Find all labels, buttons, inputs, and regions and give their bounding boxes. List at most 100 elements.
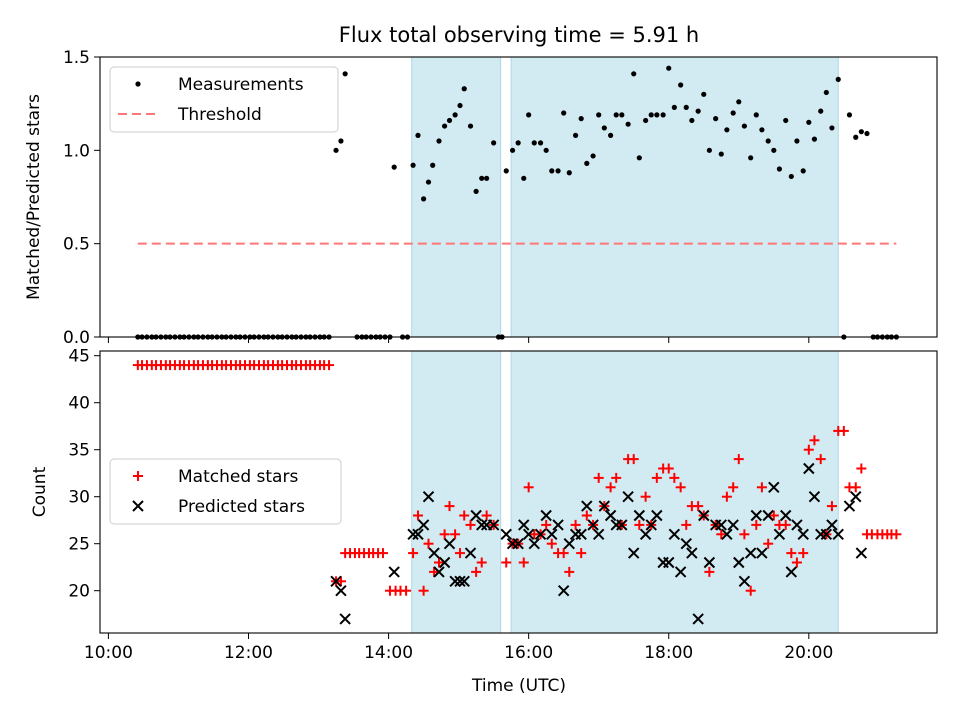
predicted-star-point bbox=[780, 509, 792, 522]
legend-predicted-label: Predicted stars bbox=[178, 497, 305, 517]
bottom-x-ticks: 10:00 12:00 14:00 16:00 18:00 20:00 bbox=[84, 633, 833, 663]
measurement-point bbox=[555, 168, 561, 174]
predicted-star-point bbox=[686, 547, 698, 559]
predicted-star-point bbox=[433, 566, 445, 578]
measurement-point bbox=[695, 108, 701, 114]
measurement-point bbox=[776, 166, 783, 172]
measurement-point bbox=[864, 130, 870, 137]
predicted-star-point bbox=[803, 462, 815, 475]
matched-star-point bbox=[704, 566, 715, 577]
predicted-star-point bbox=[487, 519, 500, 531]
matched-star-point bbox=[455, 548, 466, 559]
measurement-point bbox=[613, 112, 619, 118]
matched-star-point bbox=[459, 510, 470, 521]
predicted-star-point bbox=[791, 519, 803, 531]
measurement-point bbox=[829, 125, 835, 131]
predicted-star-point bbox=[339, 613, 351, 625]
top-legend: Measurements Threshold bbox=[109, 66, 339, 133]
measurement-point bbox=[689, 117, 695, 124]
y-tick-label: 25 bbox=[68, 535, 90, 555]
matched-star-point bbox=[681, 519, 692, 530]
predicted-star-point bbox=[826, 519, 838, 531]
x-tick-label: 20:00 bbox=[784, 643, 833, 663]
predicted-star-point bbox=[428, 547, 440, 559]
matched-star-point bbox=[739, 529, 750, 540]
measurement-point bbox=[590, 153, 596, 159]
measurement-point bbox=[543, 147, 549, 153]
top-panel: 0.0 0.5 1.0 1.5 Matched/Predicted stars Mea… bbox=[24, 48, 938, 348]
predicted-star-point bbox=[598, 500, 611, 512]
legend-matched-marker bbox=[133, 471, 143, 481]
matched-star-point bbox=[476, 557, 487, 568]
measurement-point bbox=[671, 104, 677, 110]
predicted-star-point bbox=[604, 509, 617, 522]
measurement-point bbox=[706, 147, 712, 153]
matched-star-point bbox=[716, 529, 727, 540]
measurement-point bbox=[342, 71, 348, 77]
measurement-point bbox=[823, 89, 829, 96]
matched-star-point bbox=[439, 529, 450, 540]
y-tick-label: 0.5 bbox=[63, 235, 90, 255]
measurement-point bbox=[452, 112, 458, 118]
matched-star-point bbox=[481, 510, 492, 521]
y-tick-label: 1.5 bbox=[63, 48, 90, 68]
y-tick-label: 20 bbox=[68, 582, 90, 602]
measurement-point bbox=[601, 125, 607, 131]
predicted-star-point bbox=[552, 519, 564, 531]
measurement-point bbox=[572, 132, 579, 138]
measurement-point bbox=[619, 112, 625, 118]
predicted-star-point bbox=[528, 537, 540, 550]
matched-star-point bbox=[768, 510, 779, 521]
matched-star-point bbox=[593, 472, 604, 483]
top-shaded-regions bbox=[411, 56, 839, 338]
predicted-star-point bbox=[422, 490, 435, 503]
predicted-star-point bbox=[454, 575, 466, 588]
matched-star-point bbox=[465, 519, 476, 530]
matched-star-point bbox=[605, 482, 616, 493]
predicted-star-point bbox=[768, 481, 780, 494]
measurement-point bbox=[853, 134, 859, 140]
matched-star-point bbox=[798, 548, 809, 559]
predicted-star-point bbox=[518, 519, 530, 531]
top-y-ticks: 0.0 0.5 1.0 1.5 bbox=[63, 48, 100, 348]
top-x-ticks bbox=[107, 337, 810, 343]
measurement-point bbox=[806, 119, 812, 125]
matched-star-point bbox=[611, 472, 622, 483]
predicted-star-point bbox=[470, 509, 482, 522]
predicted-star-point bbox=[680, 537, 692, 550]
predicted-star-point bbox=[738, 575, 751, 588]
bottom-y-ticks: 20 25 30 35 40 45 bbox=[68, 347, 100, 602]
matched-star-point bbox=[377, 548, 388, 559]
predicted-star-point bbox=[715, 519, 727, 531]
predicted-star-point bbox=[458, 575, 470, 588]
predicted-star-point bbox=[645, 519, 657, 531]
measurement-point bbox=[643, 117, 649, 124]
x-tick-label: 14:00 bbox=[364, 643, 413, 663]
matched-star-point bbox=[570, 519, 581, 530]
legend-measurements-label: Measurements bbox=[178, 75, 304, 95]
measurement-point bbox=[783, 117, 789, 124]
predicted-star-point bbox=[744, 547, 757, 559]
measurement-point bbox=[718, 151, 724, 157]
top-legend-box bbox=[109, 66, 339, 133]
legend-measurement-marker bbox=[135, 81, 141, 87]
matched-star-point bbox=[628, 454, 639, 465]
matched-star-point bbox=[763, 538, 774, 549]
predicted-star-point bbox=[733, 556, 745, 569]
measurement-point bbox=[457, 102, 463, 109]
matched-star-point bbox=[751, 519, 762, 530]
measurement-point bbox=[509, 147, 516, 153]
measurement-point bbox=[636, 155, 642, 161]
matched-star-point bbox=[693, 501, 704, 512]
matched-star-point bbox=[856, 463, 867, 474]
predicted-star-point bbox=[628, 547, 640, 559]
measurement-point bbox=[442, 123, 448, 129]
bottom-panel: 20 25 30 35 40 45 10:00 12:00 14:00 16:00 18:00 20… bbox=[30, 347, 938, 696]
predicted-star-point bbox=[417, 519, 430, 531]
predicted-star-point bbox=[500, 528, 512, 541]
measurement-point bbox=[660, 112, 666, 118]
matched-star-point bbox=[335, 576, 346, 587]
matched-star-point bbox=[850, 482, 861, 493]
matched-star-point bbox=[418, 585, 429, 596]
measurement-point bbox=[415, 132, 421, 138]
